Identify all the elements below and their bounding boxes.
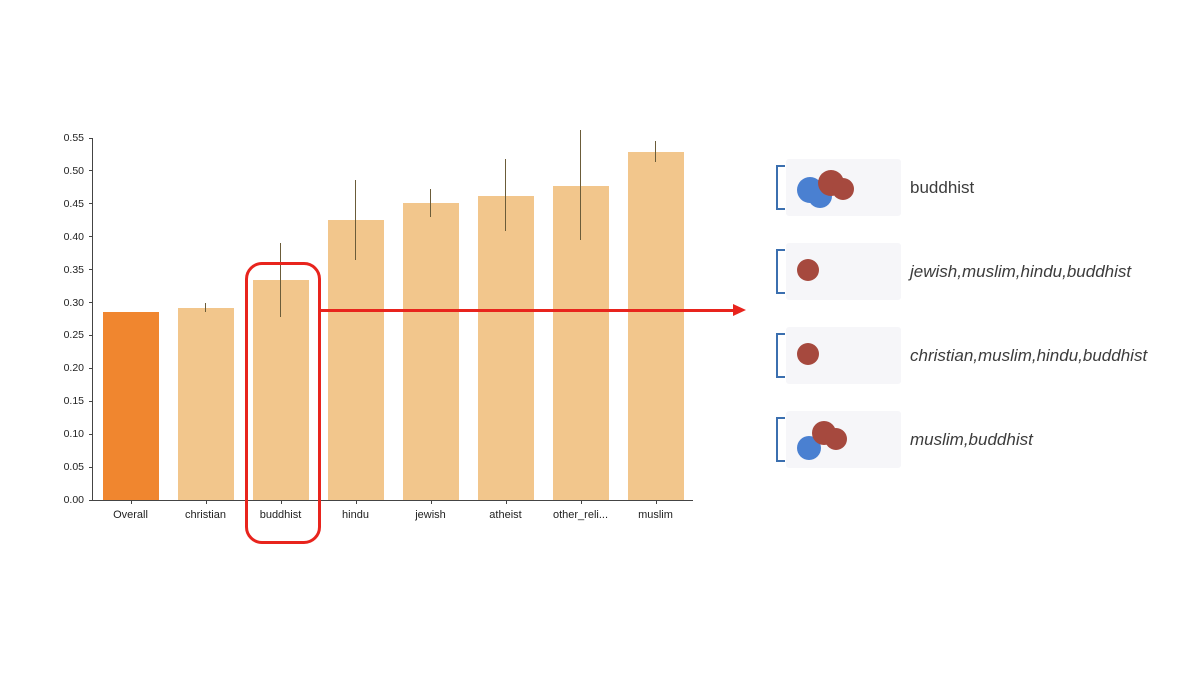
cluster-label: buddhist [910,177,975,197]
y-tick-label: 0.30 [63,296,84,309]
red-dot-icon [825,428,847,450]
cluster-label: jewish,muslim,hindu,buddhist [910,261,1132,281]
bar-christian [177,307,234,500]
dot-cluster-box [786,327,901,384]
error-bar-buddhist [279,243,282,318]
plot-area: 0.00 0.05 0.10 0.15 0.20 0.25 0.30 0.35 0.40 0.45… [64,130,693,521]
y-tick-mark [89,269,93,271]
y-tick-label: 0.00 [63,494,84,506]
y-tick-mark [89,400,93,402]
y-tick-mark [89,236,93,238]
legend-row: jewish,muslim,hindu,buddhist [772,243,1192,300]
y-tick-label: 0.20 [63,362,84,375]
connector-arrow-head [733,303,746,316]
y-tick-mark [89,433,93,435]
cluster-label: muslim,buddhist [910,429,1033,449]
legend-row: christian,muslim,hindu,buddhist [772,327,1192,384]
y-tick-mark [89,302,93,304]
x-tick-label-hindu: hindu [342,509,369,521]
y-tick-label: 0.05 [63,461,84,474]
y-tick-mark [89,137,93,139]
y-tick-label: 0.45 [63,197,84,210]
error-bar-atheist [504,159,507,232]
error-bar-christian [204,302,207,312]
y-tick-mark [89,203,93,205]
x-tick-mark [205,500,207,504]
legend-row: buddhist [772,159,1192,216]
x-tick-label-other_reli...: other_reli... [552,509,609,521]
red-dot-icon [832,178,854,200]
dot-cluster-box [786,243,901,300]
cluster-bracket-icon [776,333,785,378]
y-tick-mark [89,334,93,336]
x-tick-mark [130,500,132,504]
x-tick-label-muslim: muslim [638,509,673,521]
cluster-bracket-icon [776,417,785,462]
x-tick-label-jewish: jewish [415,509,446,521]
x-tick-mark [580,500,582,504]
dot-cluster-box [786,159,901,216]
bar-atheist [477,195,534,500]
error-bar-other_reli... [579,130,582,241]
highlight-outline [244,262,321,544]
y-tick-mark [89,499,93,501]
x-tick-mark [355,500,357,504]
bar-Overall [102,312,159,500]
x-tick-mark [505,500,507,504]
x-tick-mark [655,500,657,504]
y-tick-mark [89,466,93,468]
x-tick-mark [280,500,282,504]
cluster-label: christian,muslim,hindu,buddhist [910,345,1148,365]
x-tick-mark [430,500,432,504]
y-tick-label: 0.55 [63,132,84,144]
legend-row: muslim,buddhist [772,411,1192,468]
y-tick-label: 0.40 [63,230,84,243]
bar-muslim [627,152,684,500]
y-tick-label: 0.15 [63,395,84,408]
y-tick-label: 0.35 [63,263,84,276]
x-tick-label-buddhist: buddhist [259,509,302,521]
y-tick-label: 0.25 [63,329,84,342]
error-bar-muslim [654,140,657,162]
x-tick-label-Overall: Overall [113,509,148,521]
y-tick-label: 0.10 [63,428,84,441]
red-dot-icon [797,343,819,365]
red-dot-icon [797,259,819,281]
y-tick-label: 0.50 [63,164,84,177]
y-tick-mark [89,367,93,369]
cluster-bracket-icon [776,165,785,210]
x-tick-label-atheist: atheist [489,509,522,521]
bar-hindu [327,220,384,500]
x-tick-label-christian: christian [185,509,226,521]
error-bar-jewish [429,189,432,217]
bar-jewish [402,203,459,500]
cluster-bracket-icon [776,249,785,294]
error-bar-hindu [354,180,357,260]
y-tick-mark [89,170,93,172]
dot-cluster-box [786,411,901,468]
connector-arrow-line [317,309,733,312]
